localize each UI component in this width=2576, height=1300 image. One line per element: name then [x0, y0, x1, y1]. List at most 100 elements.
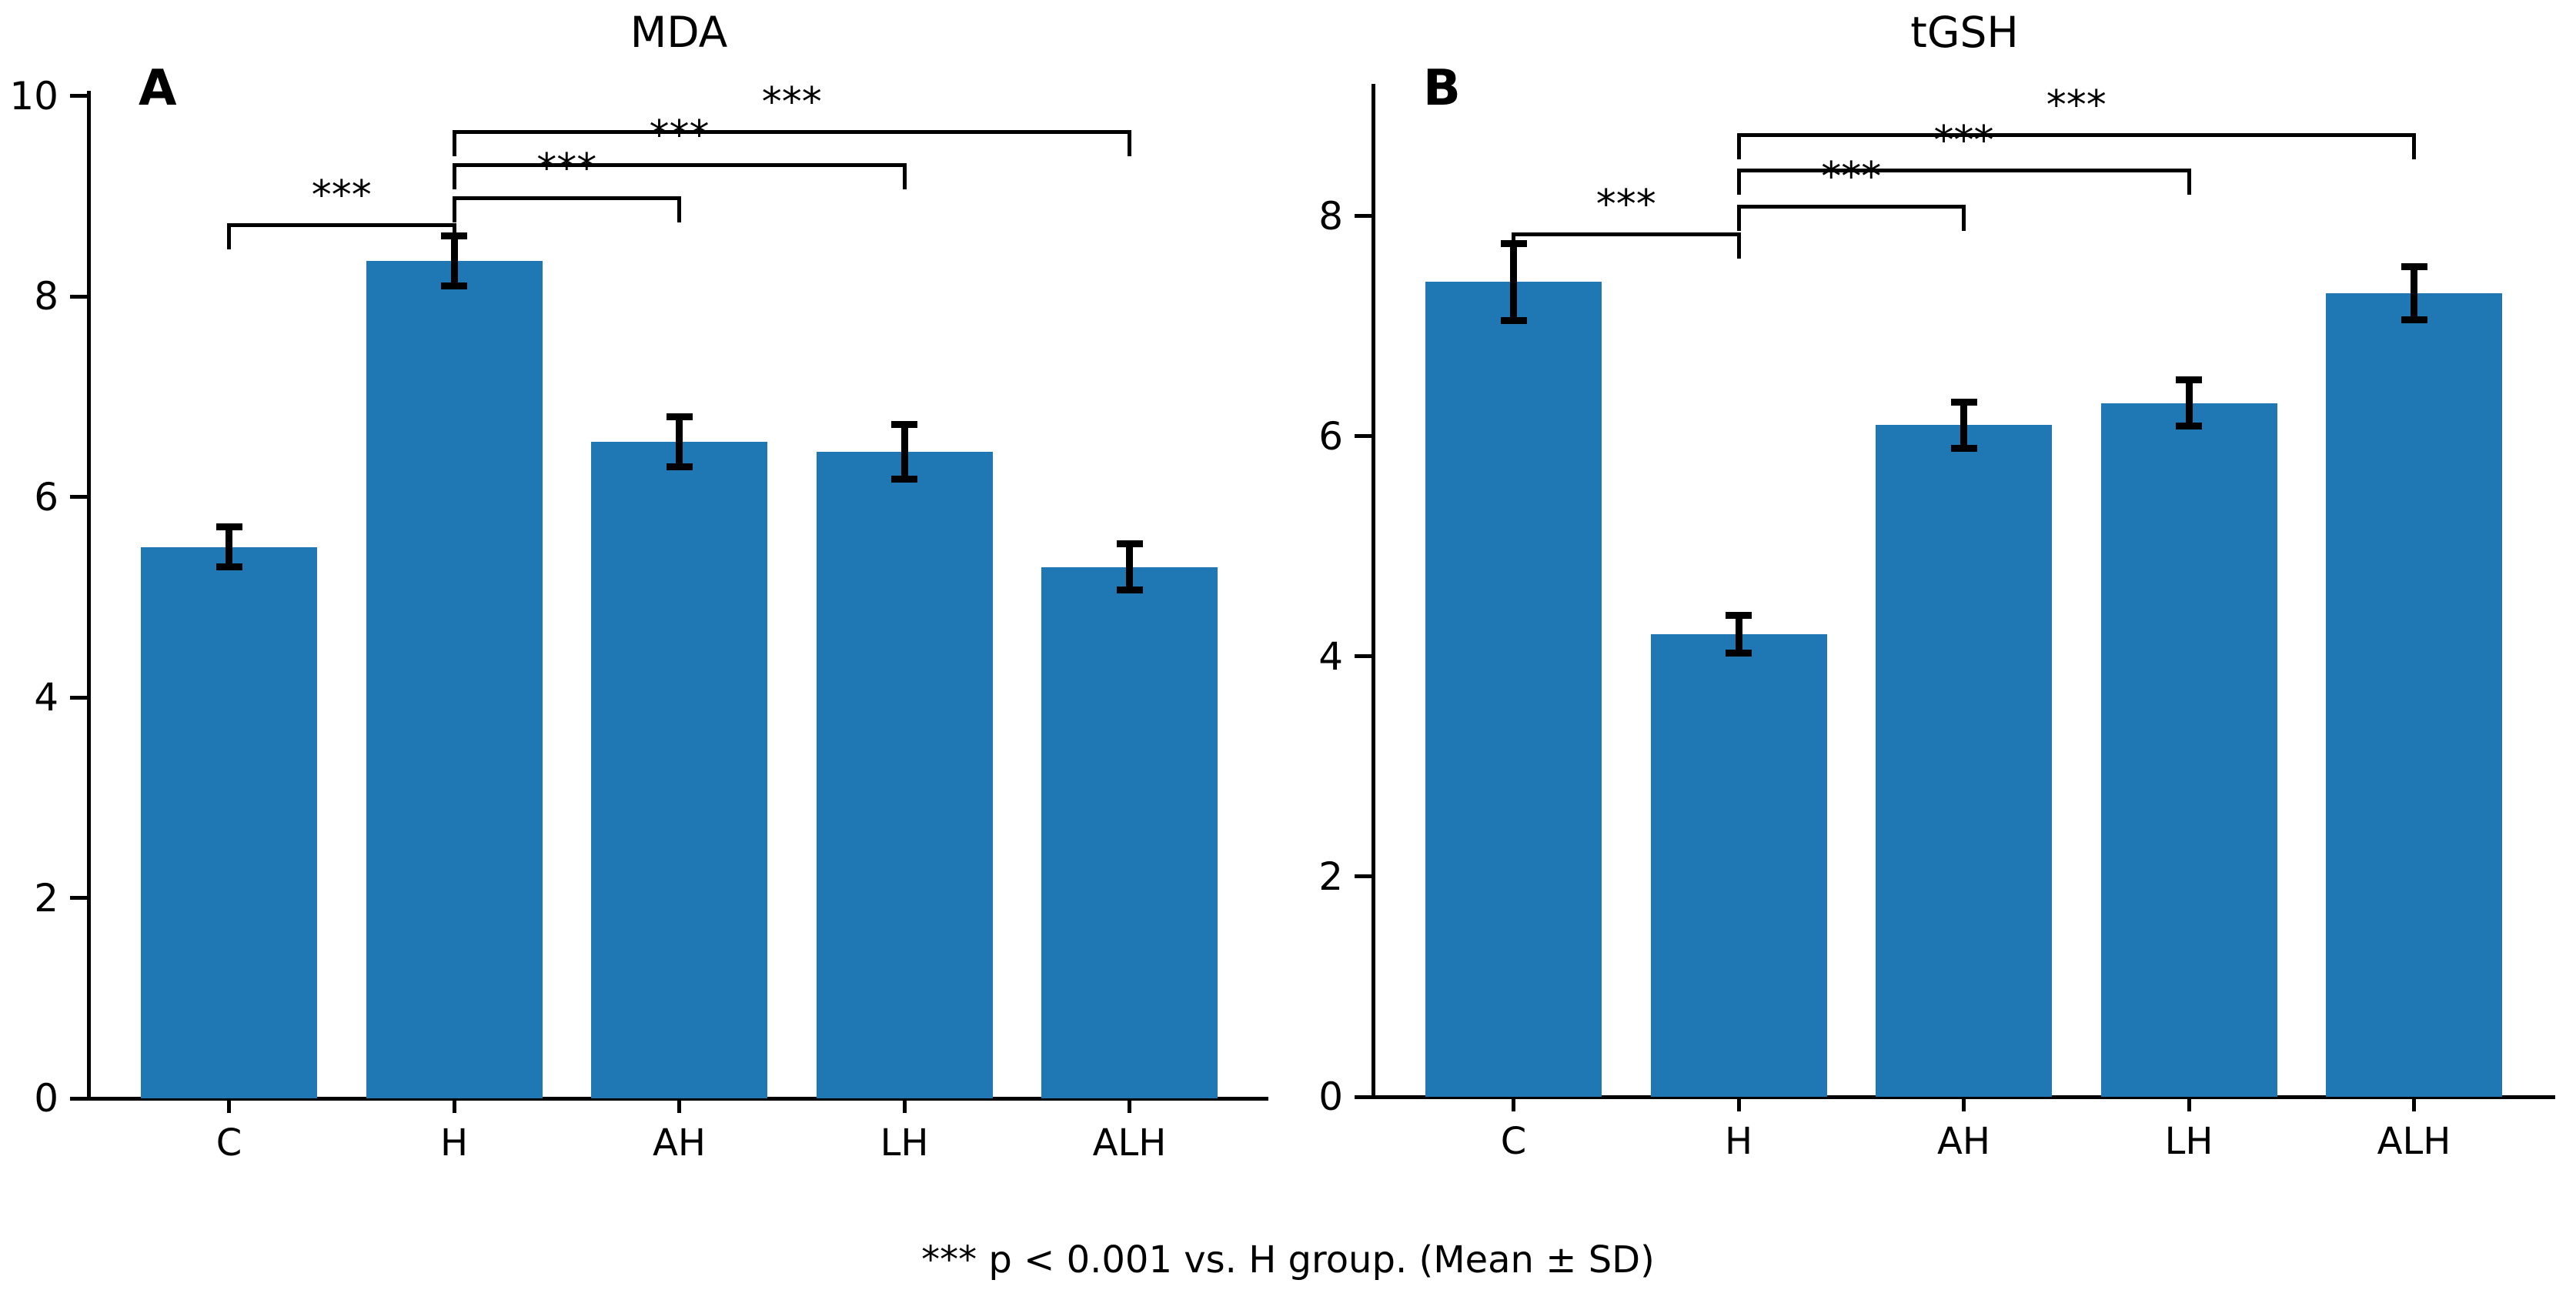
error-bar-cap-bottom: [441, 282, 467, 290]
error-bar-cap-bottom: [2401, 316, 2427, 323]
y-tick-label: 4: [34, 675, 58, 720]
y-tick-label: 6: [1318, 413, 1343, 459]
significance-bracket-drop: [677, 196, 681, 222]
x-tick: [227, 1101, 231, 1113]
significance-stars: ***: [536, 145, 597, 192]
y-tick: [70, 94, 87, 98]
y-tick-label: 0: [34, 1076, 58, 1121]
error-bar-cap-bottom: [216, 563, 242, 571]
significance-bracket-drop: [2187, 169, 2191, 196]
y-tick: [70, 695, 87, 700]
significance-bracket: [452, 162, 907, 167]
y-tick: [70, 1096, 87, 1101]
bar-lh: [2100, 403, 2277, 1097]
error-bar-cap-bottom: [2176, 423, 2202, 430]
bar-h: [1650, 634, 1827, 1097]
x-tick: [452, 1101, 456, 1113]
significance-bracket: [1736, 205, 1966, 209]
error-bar-cap-top: [891, 421, 917, 429]
bar-alh: [2326, 292, 2502, 1097]
axis-y-spine: [87, 91, 91, 1100]
axis-x-baseline: [87, 1097, 1268, 1101]
significance-bracket-drop: [2412, 133, 2416, 160]
significance-stars: ***: [1595, 182, 1656, 229]
y-tick: [1355, 434, 1372, 439]
y-tick: [70, 294, 87, 299]
error-bar: [1735, 615, 1742, 653]
error-bar: [1126, 543, 1133, 590]
significance-bracket-drop: [1512, 232, 1515, 259]
y-tick-label: 8: [34, 274, 58, 319]
axis-y-spine: [1372, 84, 1375, 1098]
bar-ah: [591, 441, 767, 1098]
y-tick: [1355, 654, 1372, 659]
bar-c: [141, 546, 317, 1098]
x-tick: [1512, 1099, 1515, 1111]
significance-bracket: [452, 196, 681, 200]
error-bar-cap-top: [216, 523, 242, 531]
y-tick: [1355, 214, 1372, 219]
error-bar: [676, 416, 683, 467]
y-tick: [70, 495, 87, 499]
error-bar-cap-top: [2176, 376, 2202, 384]
significance-bracket-drop: [1962, 205, 1966, 232]
bar-lh: [816, 451, 993, 1098]
significance-bracket-drop: [1736, 169, 1741, 196]
x-tick-label: AH: [1937, 1120, 1990, 1163]
error-bar-cap-top: [1950, 398, 1977, 406]
error-bar-cap-top: [1726, 612, 1752, 620]
y-tick-label: 6: [34, 474, 58, 520]
significance-bracket-drop: [452, 129, 456, 156]
x-tick-label: ALH: [2377, 1120, 2451, 1163]
x-tick: [902, 1101, 907, 1113]
x-tick-label: H: [1724, 1120, 1753, 1163]
x-tick: [2187, 1099, 2191, 1111]
error-bar-cap-top: [1116, 540, 1143, 548]
significance-bracket-drop: [227, 222, 231, 249]
significance-bracket: [227, 222, 456, 227]
significance-stars: ***: [2046, 82, 2107, 129]
x-tick: [1128, 1101, 1131, 1113]
x-tick: [2412, 1099, 2416, 1111]
x-tick: [677, 1101, 681, 1113]
y-tick: [70, 896, 87, 900]
significance-bracket-drop: [1736, 133, 1741, 160]
significance-footnote: *** p < 0.001 vs. H group. (Mean ± SD): [921, 1238, 1655, 1282]
y-tick-label: 4: [1318, 633, 1343, 679]
error-bar: [900, 424, 908, 480]
significance-bracket: [452, 129, 1131, 134]
y-tick: [1355, 874, 1372, 879]
y-tick-label: 0: [1318, 1074, 1343, 1119]
x-tick-label: AH: [653, 1121, 706, 1165]
error-bar-cap-bottom: [1950, 444, 1977, 452]
y-tick: [1355, 1094, 1372, 1099]
significance-bracket-drop: [452, 196, 456, 222]
x-tick-label: LH: [880, 1121, 929, 1165]
x-tick-label: C: [216, 1121, 242, 1165]
significance-bracket-drop: [452, 162, 456, 189]
panel-title: tGSH: [1910, 8, 2019, 57]
significance-bracket: [1512, 232, 1741, 237]
error-bar-cap-bottom: [1116, 587, 1143, 594]
y-tick-label: 8: [1318, 193, 1343, 239]
x-tick: [1962, 1099, 1966, 1111]
significance-stars: ***: [761, 79, 822, 125]
significance-bracket: [1736, 133, 2416, 138]
significance-stars: ***: [311, 172, 372, 219]
y-tick-label: 10: [9, 73, 58, 119]
bar-alh: [1041, 566, 1218, 1098]
y-tick-label: 2: [1318, 854, 1343, 899]
x-tick: [1736, 1099, 1741, 1111]
error-bar-cap-bottom: [1726, 650, 1752, 657]
significance-stars: ***: [649, 112, 710, 159]
error-bar: [2185, 379, 2193, 426]
axis-x-baseline: [1372, 1095, 2555, 1099]
x-tick-label: ALH: [1092, 1121, 1167, 1165]
error-bar-cap-top: [666, 413, 693, 420]
significance-stars: ***: [1933, 118, 1994, 165]
bar-ah: [1876, 425, 2052, 1097]
significance-bracket-drop: [1736, 205, 1741, 232]
